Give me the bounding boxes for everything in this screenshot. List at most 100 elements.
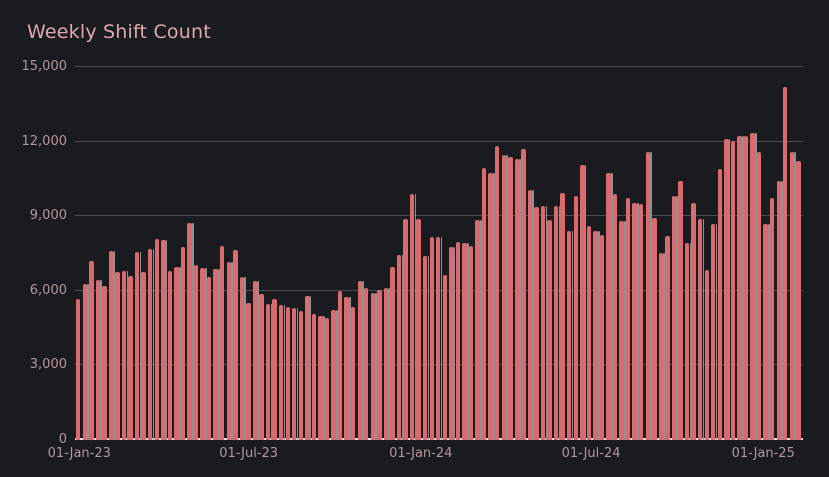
bar[interactable] (697, 218, 705, 441)
bar[interactable] (305, 295, 313, 441)
bar[interactable] (462, 242, 470, 441)
bar[interactable] (449, 247, 457, 440)
bar[interactable] (180, 246, 186, 440)
bar[interactable] (527, 190, 535, 440)
bar[interactable] (213, 269, 221, 440)
bar[interactable] (233, 250, 238, 440)
bar[interactable] (298, 311, 303, 440)
bar[interactable] (455, 241, 461, 440)
bar[interactable] (318, 315, 326, 441)
bar[interactable] (278, 304, 286, 441)
bar[interactable] (481, 168, 487, 440)
bar[interactable] (108, 251, 116, 440)
bar[interactable] (743, 136, 749, 440)
bar[interactable] (246, 303, 251, 440)
bar[interactable] (488, 172, 496, 441)
bar[interactable] (658, 253, 666, 440)
bar[interactable] (652, 217, 657, 440)
bar[interactable] (547, 220, 552, 440)
bar[interactable] (239, 277, 247, 440)
bar[interactable] (567, 231, 574, 440)
bar[interactable] (390, 266, 395, 440)
bar[interactable] (377, 290, 382, 440)
bar[interactable] (750, 132, 758, 441)
bar[interactable] (396, 255, 404, 440)
bar[interactable] (560, 192, 565, 440)
bar[interactable] (724, 139, 732, 440)
bar[interactable] (580, 164, 588, 441)
bar[interactable] (665, 235, 670, 440)
bar[interactable] (82, 284, 90, 440)
bar[interactable] (95, 280, 103, 440)
bar[interactable] (737, 136, 745, 440)
bar[interactable] (468, 246, 474, 440)
bar[interactable] (161, 240, 169, 440)
bar[interactable] (141, 271, 146, 440)
bar[interactable] (619, 221, 627, 440)
bar[interactable] (783, 86, 788, 440)
bar[interactable] (684, 243, 692, 440)
bar[interactable] (796, 160, 801, 440)
bar[interactable] (121, 270, 129, 441)
bar[interactable] (711, 224, 718, 440)
bar[interactable] (206, 276, 212, 440)
bar[interactable] (422, 255, 430, 441)
bar[interactable] (383, 287, 391, 441)
bar[interactable] (403, 219, 408, 440)
bar[interactable] (769, 198, 775, 440)
bar[interactable] (730, 141, 736, 440)
bar[interactable] (76, 299, 81, 440)
bar[interactable] (514, 158, 522, 441)
bar[interactable] (174, 266, 182, 441)
bar[interactable] (573, 196, 578, 440)
bar[interactable] (612, 194, 618, 440)
bar[interactable] (599, 234, 605, 440)
bar[interactable] (285, 306, 290, 440)
bar[interactable] (134, 252, 142, 440)
bar[interactable] (259, 293, 264, 440)
bar[interactable] (128, 276, 133, 440)
bar[interactable] (553, 206, 561, 440)
bar[interactable] (475, 220, 483, 440)
bar[interactable] (364, 288, 369, 440)
bar[interactable] (226, 261, 234, 441)
bar[interactable] (436, 236, 444, 441)
bar[interactable] (671, 196, 679, 440)
bar[interactable] (639, 204, 644, 440)
bar[interactable] (495, 146, 500, 440)
bar[interactable] (357, 280, 365, 441)
bar[interactable] (593, 231, 601, 440)
bar[interactable] (337, 290, 343, 440)
bar[interactable] (252, 281, 260, 440)
bar[interactable] (442, 274, 448, 440)
bar[interactable] (632, 202, 640, 441)
bar[interactable] (429, 237, 434, 440)
bar[interactable] (370, 293, 378, 440)
bar[interactable] (645, 151, 653, 441)
bar[interactable] (776, 181, 784, 440)
bar[interactable] (324, 318, 330, 440)
bar[interactable] (102, 286, 107, 440)
bar[interactable] (717, 169, 722, 440)
bar[interactable] (789, 152, 797, 440)
bar[interactable] (416, 219, 421, 440)
bar[interactable] (115, 271, 120, 440)
bar[interactable] (704, 269, 709, 440)
bar[interactable] (756, 152, 762, 440)
bar[interactable] (521, 149, 526, 440)
bar[interactable] (508, 156, 513, 440)
bar[interactable] (167, 270, 173, 440)
bar[interactable] (200, 267, 208, 441)
bar[interactable] (678, 181, 683, 440)
bar[interactable] (311, 313, 317, 440)
bar[interactable] (763, 223, 771, 441)
bar[interactable] (292, 307, 299, 441)
bar[interactable] (606, 172, 614, 441)
bar[interactable] (154, 239, 159, 440)
bar[interactable] (272, 299, 277, 440)
bar[interactable] (350, 306, 356, 440)
bar[interactable] (691, 203, 696, 440)
bar[interactable] (331, 309, 339, 441)
bar[interactable] (586, 226, 592, 440)
bar[interactable] (534, 206, 539, 440)
